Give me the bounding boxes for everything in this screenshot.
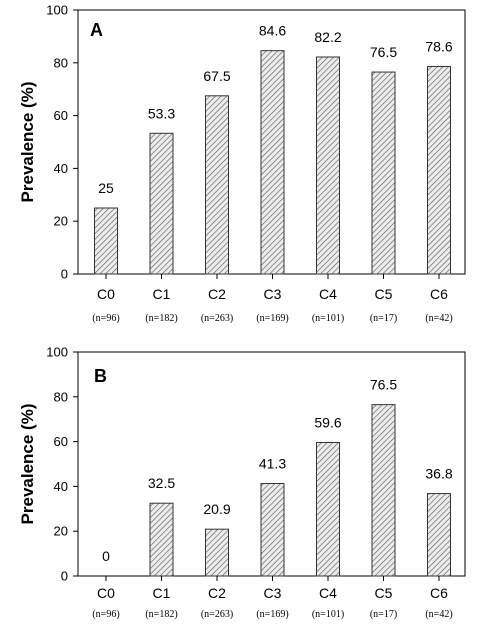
- category-labels: C0 C1 C2 C3 C4 C5 C6: [97, 274, 448, 302]
- x-tick-label: C2: [208, 585, 226, 601]
- bar: [427, 493, 451, 577]
- y-tick-label: 0: [61, 267, 68, 282]
- data-label: 36.8: [425, 466, 452, 482]
- bar: [260, 50, 285, 275]
- x-tick-label: C1: [153, 286, 171, 302]
- y-tick-label: 20: [54, 214, 68, 229]
- bar: [205, 95, 229, 275]
- value-labels: 25 53.3 67.5 84.6 82.2 76.5 78.6: [98, 23, 453, 196]
- y-tick-label: 40: [54, 479, 68, 494]
- bar: [316, 56, 340, 275]
- y-tick-label: 0: [61, 569, 68, 584]
- data-label: 41.3: [259, 455, 286, 471]
- bar: [316, 441, 340, 577]
- x-tick-label: C3: [264, 286, 282, 302]
- sample-size-label: (n=17): [370, 609, 397, 620]
- n-labels: (n=96) (n=182) (n=263) (n=169) (n=101) (n=17)…: [92, 609, 452, 620]
- sample-size-label: (n=42): [425, 313, 452, 324]
- data-label: 32.5: [148, 475, 175, 491]
- bar: [371, 71, 396, 275]
- data-label: 20.9: [203, 501, 230, 517]
- x-tick-label: C0: [97, 286, 115, 302]
- sample-size-label: (n=263): [201, 313, 233, 324]
- y-axis-label: Prevalence (%): [18, 82, 37, 203]
- bar: [260, 482, 285, 577]
- x-tick-label: C2: [208, 286, 226, 302]
- data-label: 76.5: [370, 44, 397, 60]
- panel-label: B: [94, 366, 107, 386]
- sample-size-label: (n=101): [312, 609, 344, 620]
- panel-label: A: [90, 20, 103, 40]
- y-tick-label: 100: [46, 345, 68, 360]
- x-tick-label: C4: [319, 286, 337, 302]
- y-axis-ticks: 0 20 40 60 80 100: [46, 345, 78, 584]
- sample-size-label: (n=96): [92, 609, 119, 620]
- chart-panel-b: B Prevalence (%) 0 20 40 60 80 100 0 32.5 20.9 4…: [18, 345, 466, 620]
- x-tick-label: C0: [97, 585, 115, 601]
- bar-series: [94, 50, 451, 275]
- y-tick-label: 80: [54, 389, 68, 404]
- x-tick-label: C6: [430, 585, 448, 601]
- x-tick-label: C4: [319, 585, 337, 601]
- data-label: 78.6: [425, 38, 452, 54]
- sample-size-label: (n=169): [256, 609, 288, 620]
- sample-size-label: (n=17): [370, 313, 397, 324]
- bar: [149, 132, 174, 275]
- bar: [149, 502, 174, 577]
- x-tick-label: C5: [375, 286, 393, 302]
- x-tick-label: C3: [264, 585, 282, 601]
- bar: [94, 207, 118, 275]
- data-label: 84.6: [259, 23, 286, 39]
- y-tick-label: 60: [54, 434, 68, 449]
- y-tick-label: 20: [54, 524, 68, 539]
- x-tick-label: C5: [375, 585, 393, 601]
- data-label: 25: [98, 180, 114, 196]
- sample-size-label: (n=169): [256, 313, 288, 324]
- x-tick-label: C6: [430, 286, 448, 302]
- y-tick-label: 40: [54, 161, 68, 176]
- data-label: 53.3: [148, 105, 175, 121]
- chart-panel-a: A Prevalence (%) 0 20 40 60 80 100 25 53.3 67.5…: [18, 3, 466, 324]
- sample-size-label: (n=42): [425, 609, 452, 620]
- y-tick-label: 100: [46, 3, 68, 18]
- sample-size-label: (n=101): [312, 313, 344, 324]
- bar: [371, 404, 396, 577]
- sample-size-label: (n=182): [145, 313, 177, 324]
- data-label: 67.5: [203, 68, 230, 84]
- sample-size-label: (n=263): [201, 609, 233, 620]
- sample-size-label: (n=182): [145, 609, 177, 620]
- y-tick-label: 60: [54, 108, 68, 123]
- bar-series: [149, 404, 451, 577]
- data-label: 59.6: [314, 414, 341, 430]
- data-label: 0: [102, 548, 110, 564]
- value-labels: 0 32.5 20.9 41.3 59.6 76.5 36.8: [102, 377, 453, 564]
- y-axis-label: Prevalence (%): [18, 404, 37, 525]
- y-axis-ticks: 0 20 40 60 80 100: [46, 3, 78, 282]
- n-labels: (n=96) (n=182) (n=263) (n=169) (n=101) (n=17)…: [92, 313, 452, 324]
- category-labels: C0 C1 C2 C3 C4 C5 C6: [97, 576, 448, 601]
- data-label: 82.2: [314, 29, 341, 45]
- bar: [205, 528, 229, 577]
- sample-size-label: (n=96): [92, 313, 119, 324]
- data-label: 76.5: [370, 377, 397, 393]
- y-tick-label: 80: [54, 55, 68, 70]
- x-tick-label: C1: [153, 585, 171, 601]
- bar: [427, 65, 451, 275]
